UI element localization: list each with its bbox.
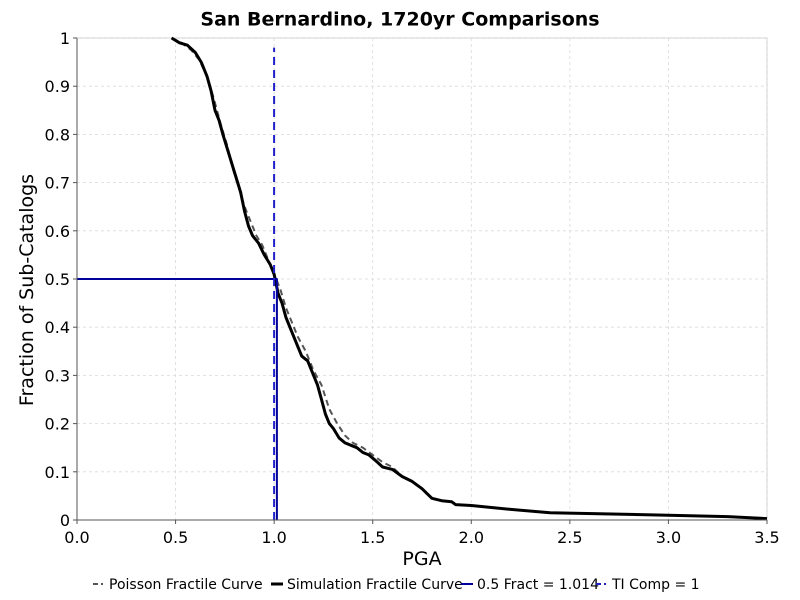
x-tick-label: 1.5 [360, 528, 385, 547]
y-tick-label: 0.9 [45, 77, 70, 96]
y-tick-label: 0.5 [45, 270, 70, 289]
legend-label-0: Poisson Fractile Curve [109, 577, 263, 593]
y-tick-label: 0.2 [45, 415, 70, 434]
x-tick-labels: 0.0 0.5 1.0 1.5 2.0 2.5 3.0 3.5 [64, 520, 780, 547]
x-tick-label: 0.5 [163, 528, 188, 547]
x-tick-label: 3.5 [754, 528, 779, 547]
series-line-1 [170, 36, 768, 521]
y-tick-label: 0.8 [45, 125, 70, 144]
x-tick-label: 3.0 [656, 528, 681, 547]
y-tick-labels: 0 0.1 0.2 0.3 0.4 0.5 0.6 0.7 0.8 0.9 1 [45, 29, 77, 530]
legend: Poisson Fractile Curve Simulation Fractil… [93, 577, 700, 593]
legend-label-2: 0.5 Fract = 1.014 [477, 577, 599, 593]
chart-title: San Bernardino, 1720yr Comparisons [200, 9, 599, 31]
legend-label-3: TI Comp = 1 [611, 577, 700, 593]
y-tick-label: 0.1 [45, 463, 70, 482]
y-tick-label: 0 [60, 511, 70, 530]
legend-label-1: Simulation Fractile Curve [287, 577, 463, 593]
x-axis-label: PGA [402, 548, 441, 570]
y-tick-label: 0.6 [45, 222, 70, 241]
y-tick-label: 0.3 [45, 366, 70, 385]
series-layer [77, 36, 768, 521]
y-tick-label: 0.7 [45, 174, 70, 193]
series-line-2 [77, 278, 278, 520]
y-tick-label: 1 [60, 29, 70, 48]
y-tick-label: 0.4 [45, 318, 70, 337]
x-tick-label: 2.5 [557, 528, 582, 547]
x-tick-label: 2.0 [459, 528, 484, 547]
y-axis-label: Fraction of Sub-Catalogs [16, 174, 38, 406]
x-tick-label: 1.0 [261, 528, 286, 547]
x-tick-label: 0.0 [64, 528, 89, 547]
